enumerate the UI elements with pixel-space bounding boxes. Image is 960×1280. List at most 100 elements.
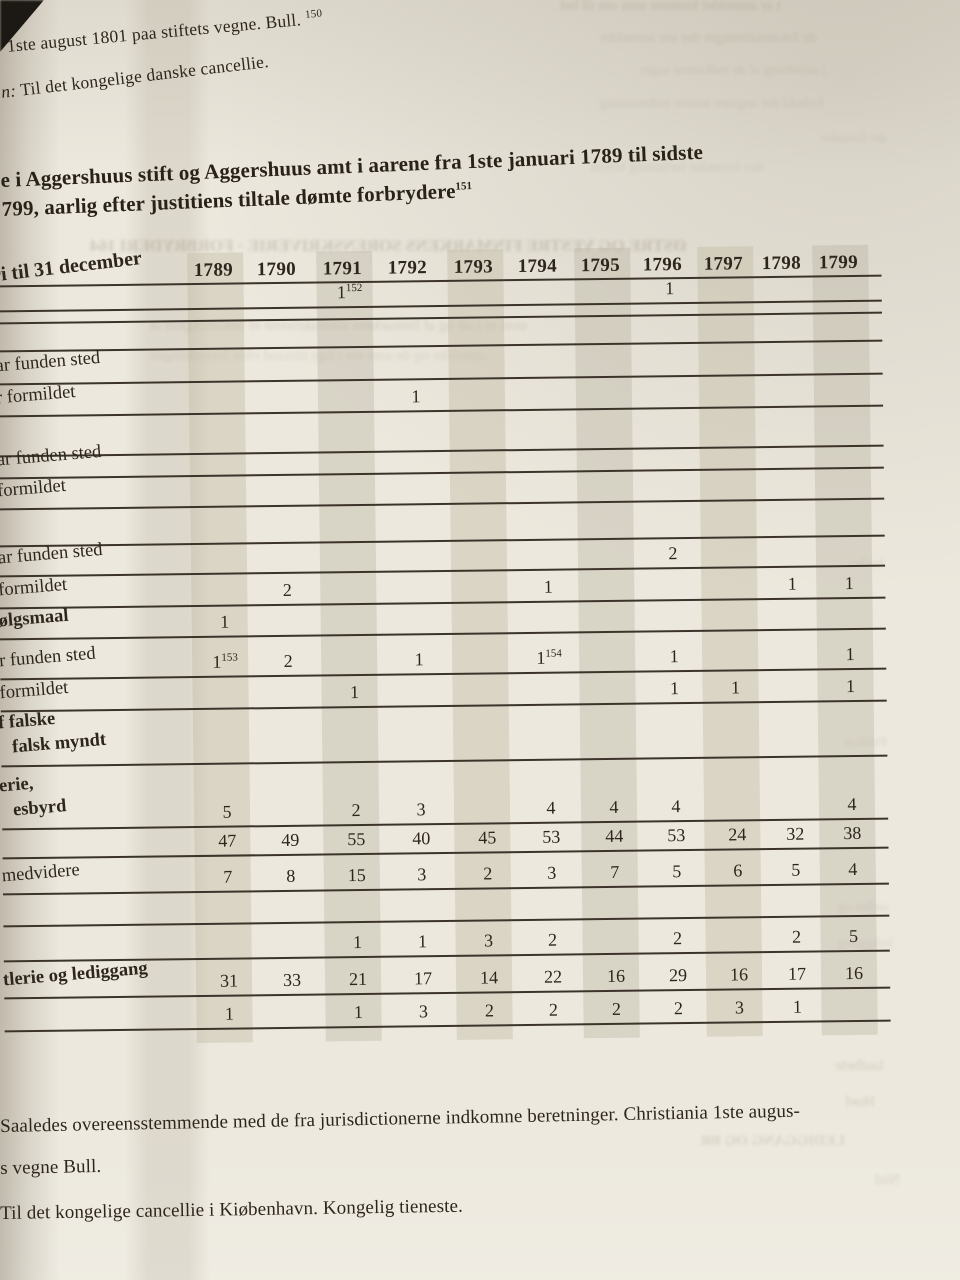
table-cell-1793: 45 [478,827,497,848]
row-label: erie, esbyrd [0,769,67,824]
table-cell-1795: 4 [609,796,619,817]
table-cell-1794: 53 [542,826,561,847]
table-cell-1791: 55 [347,828,366,850]
table-cell-1792: 40 [412,828,431,849]
table-cell-1791: 2 [351,800,361,821]
table-cell-1797: 16 [729,964,749,985]
table-cell-1799: 5 [848,925,859,947]
footnote-ref-153: 153 [221,651,238,664]
year-header-1793: 1793 [453,256,494,278]
table-cell-1789: 7 [223,866,233,887]
table-row-16: erie, esbyrd 5 2 3 4 4 4 4 [0,756,889,831]
table-cell-1791: 1 [349,682,360,703]
table-cell-1790: 8 [286,865,296,886]
table-cell-1791: 1 [352,932,363,953]
table-cell-1796: 1 [669,678,680,699]
table-cell-1796: 5 [672,861,682,882]
table-cell-1792: 3 [418,1001,429,1022]
table-cell-1791: 21 [348,968,368,990]
year-header-1791: 1791 [322,257,363,280]
table-cell-1789: 1 [224,1003,235,1024]
table-cell-1794: 2 [547,929,558,950]
table-cell-1790: 2 [283,650,293,671]
table-cell-1797: 6 [733,860,743,881]
table-cell-1796: 1 [665,278,675,299]
table-cell-1794: 2 [548,999,559,1020]
table-cell-1796: 53 [667,825,686,846]
year-header-1790: 1790 [256,258,297,281]
table-cell-1790: 49 [281,829,300,850]
table-cell-1792: 1 [417,931,428,952]
table-cell-1796: 4 [671,796,681,817]
table-cell-1790: 2 [282,579,292,600]
top-note-prefix: n: [0,80,18,102]
table-cell-1798: 17 [787,963,807,984]
table-cell-1798: 5 [791,859,801,880]
table-cell-1789: 31 [219,970,239,991]
row-label: medvidere [1,860,81,887]
table-cell-1793: 3 [483,930,494,951]
year-header-1794: 1794 [517,255,558,278]
year-header-1795: 1795 [580,254,621,277]
table-body: 1152 1 ar funden sted r formildet 1 ar funden… [0,276,891,1033]
year-header-1789: 1789 [193,259,234,282]
table-cell-1799: 38 [843,822,862,844]
table-cell-1792: 1 [411,386,421,407]
row-label: f falske falsk myndt [0,703,107,762]
table-cell-1795: 7 [610,861,620,882]
footer-line2: s vegne Bull. [0,1155,102,1179]
table-cell-1789: 5 [222,801,232,822]
table-cell-1795: 2 [611,998,622,1019]
table-cell-1794: 3 [547,862,557,883]
table-cell-1795: 16 [606,965,626,987]
year-header-1798: 1798 [761,252,802,275]
statistics-table: ri til 31 december 1789 1790 1791 1792 1793 1… [0,244,891,1048]
table-cell-1793: 14 [479,967,499,988]
table-cell-1792: 3 [417,864,427,885]
row-label: tlerie og lediggang [2,958,149,991]
row-label: formildet [0,475,67,502]
table-cell-1789: 1153 [212,651,238,672]
table-cell-1793: 2 [483,863,493,884]
table-cell-1791: 1 [353,1002,364,1023]
footnote-ref-152: 152 [345,281,363,295]
row-label: r funden sted [0,643,97,672]
table-cell-1796: 1 [669,646,679,667]
table-cell-1799: 4 [847,793,857,815]
footnote-ref-150: 150 [304,7,323,21]
table-cell-1794: 1154 [536,647,562,668]
table-cell-1789: 1 [220,611,230,632]
table-cell-1796: 2 [672,928,683,949]
table-cell-1789: 47 [218,830,237,851]
table-cell-1798: 2 [791,926,802,947]
year-header-1799: 1799 [818,251,859,274]
year-header-1797: 1797 [703,253,744,275]
table-cell-1796: 2 [668,543,678,564]
table-cell-1799: 4 [848,858,858,880]
table-cell-1794: 22 [543,966,563,987]
table-cell-1796: 29 [668,965,688,986]
table-cell-1792: 17 [413,968,433,989]
footnote-ref-151: 151 [455,180,473,193]
year-header-1792: 1792 [387,257,428,279]
row-label-line2: esbyrd [12,796,68,821]
table-cell-1796: 2 [673,998,684,1019]
row-label: formildet [0,574,68,601]
row-label: r formildet [0,381,77,409]
table-cell-1798: 1 [787,573,797,594]
table-cell-1793: 2 [484,1000,495,1021]
row-label: formildet [0,677,70,704]
table-cell-1794: 1 [543,576,553,597]
table-cell-1799: 1 [845,675,856,697]
table-cell-1798: 1 [792,996,803,1017]
table-cell-1795: 44 [605,825,624,847]
table-cell-1797: 3 [734,997,745,1018]
table-cell-1799: 1 [844,572,854,594]
footnote-ref-154: 154 [545,647,562,660]
row-label: ølgsmaal [0,605,70,632]
table-cell-1791: 15 [347,864,366,886]
table-cell-1790: 33 [282,969,302,990]
row-label-line2: falsk myndt [11,729,107,758]
table-cell-1791: 1152 [336,281,363,303]
